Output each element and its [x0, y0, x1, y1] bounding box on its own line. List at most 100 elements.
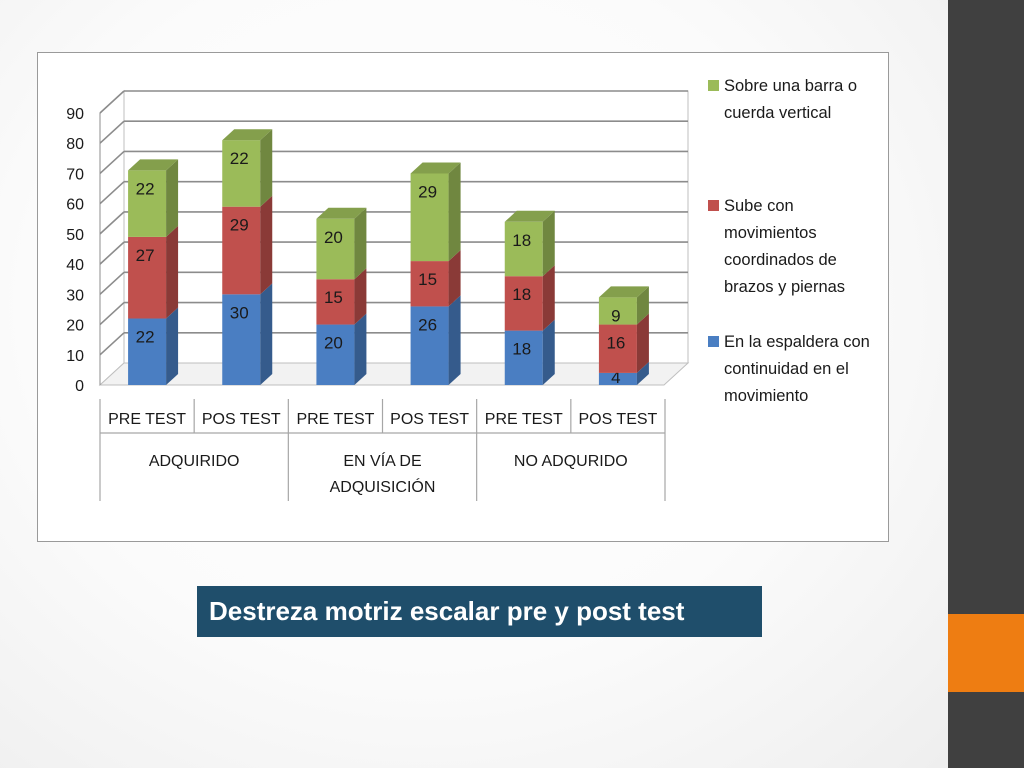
bar-segment-side	[448, 250, 461, 307]
bar-segment-side	[166, 159, 179, 237]
bar-value-label: 26	[418, 315, 437, 334]
bar-segment-side	[542, 319, 555, 385]
gridline-side	[99, 150, 125, 175]
slide-caption: Destreza motriz escalar pre y post test	[197, 586, 762, 637]
stacked-bar-chart: 0 10 20 30 40 50 60 70 80 90 22 27 22 30 29 22 20 15 20 26 1…	[66, 77, 870, 501]
bar-value-label: 22	[136, 179, 155, 198]
bar-top	[598, 286, 649, 298]
bar-segment-side	[166, 307, 179, 385]
bar-segment-side	[448, 295, 461, 385]
bar-segment	[598, 297, 637, 325]
gridline-side	[99, 120, 125, 144]
bar-segment	[598, 372, 637, 385]
bar-segment-side	[354, 268, 367, 325]
bar-segment-side	[636, 286, 649, 325]
y-tick-label: 10	[66, 348, 84, 365]
bar-segment	[128, 318, 167, 385]
legend-label: movimiento	[724, 387, 808, 405]
y-tick-label: 30	[66, 287, 84, 304]
y-tick-label: 70	[66, 166, 84, 183]
bar-segment	[316, 279, 355, 325]
bar-value-label: 4	[611, 368, 620, 387]
side-accent-block	[948, 614, 1024, 692]
bar-segment-side	[260, 283, 273, 385]
bar-top	[128, 159, 179, 171]
legend-label: brazos y piernas	[724, 278, 845, 296]
bar-value-label: 30	[230, 303, 249, 322]
bar-segment	[128, 236, 167, 319]
bar-value-label: 18	[512, 340, 531, 359]
x-category-label: PRE TEST	[296, 411, 374, 428]
legend-label: coordinados de	[724, 251, 837, 269]
x-category-label: PRE TEST	[108, 411, 186, 428]
bar-segment-side	[636, 313, 649, 373]
gridline-side	[99, 332, 125, 356]
bar-value-label: 29	[418, 182, 437, 201]
gridline-side	[99, 90, 125, 114]
bar-value-label: 18	[512, 285, 531, 304]
bar-segment-side	[354, 207, 367, 280]
bar-segment-side	[260, 129, 273, 207]
gridline-side	[99, 211, 125, 235]
x-group-label: ADQUIRIDO	[149, 453, 240, 470]
x-group-label: ADQUISICIÓN	[330, 477, 436, 496]
y-tick-label: 90	[66, 106, 84, 123]
bar-segment	[222, 140, 261, 207]
bar-segment	[410, 261, 449, 307]
bar-segment	[598, 324, 637, 373]
legend-label: Sobre una barra o	[724, 77, 857, 95]
legend-swatch	[708, 80, 719, 91]
y-tick-label: 50	[66, 227, 84, 244]
bar-segment-side	[448, 162, 461, 262]
bar-segment	[410, 173, 449, 262]
bar-top	[504, 210, 555, 222]
gridline-side	[99, 181, 125, 205]
gridline-side	[99, 271, 125, 295]
legend-swatch	[708, 336, 719, 347]
bar-segment-side	[166, 225, 179, 319]
bar-segment	[504, 276, 543, 331]
bar-segment-side	[542, 210, 555, 277]
y-tick-label: 80	[66, 136, 84, 153]
bar-value-label: 20	[324, 228, 343, 247]
legend-label: continuidad en el	[724, 360, 849, 378]
chart-frame: 0 10 20 30 40 50 60 70 80 90 22 27 22 30 29 22 20 15 20 26 1…	[37, 52, 889, 542]
bar-value-label: 15	[418, 270, 437, 289]
x-category-label: POS TEST	[202, 411, 281, 428]
bar-value-label: 16	[606, 334, 625, 353]
bar-segment	[128, 170, 167, 237]
x-group-label: EN VÍA DE	[343, 451, 421, 470]
y-tick-label: 20	[66, 318, 84, 335]
y-tick-label: 0	[75, 378, 84, 395]
bar-top	[316, 207, 367, 219]
bar-value-label: 22	[136, 328, 155, 347]
bar-segment	[222, 206, 261, 295]
side-wall	[99, 89, 125, 387]
bar-top	[410, 162, 461, 174]
bar-segment-side	[260, 195, 273, 295]
bar-top	[222, 129, 273, 141]
x-category-label: PRE TEST	[485, 411, 563, 428]
bar-segment	[222, 294, 261, 385]
bar-value-label: 27	[136, 246, 155, 265]
legend-label: cuerda vertical	[724, 104, 831, 122]
bar-segment-side	[542, 265, 555, 331]
back-wall	[123, 90, 689, 364]
legend-label: movimientos	[724, 224, 817, 242]
bar-segment	[316, 324, 355, 385]
bar-value-label: 15	[324, 288, 343, 307]
x-category-label: POS TEST	[390, 411, 469, 428]
bar-segment	[504, 221, 543, 277]
legend-label: En la espaldera con	[724, 333, 870, 351]
legend-label: Sube con	[724, 197, 794, 215]
bar-segment-side	[636, 361, 649, 385]
gridline-side	[99, 241, 125, 265]
bar-value-label: 22	[230, 149, 249, 168]
bar-segment	[410, 306, 449, 385]
bar-value-label: 29	[230, 216, 249, 235]
gridline-side	[99, 301, 125, 326]
bar-segment	[316, 218, 355, 280]
bar-segment-side	[354, 313, 367, 385]
x-group-label: NO ADQURIDO	[514, 453, 628, 470]
legend-swatch	[708, 200, 719, 211]
